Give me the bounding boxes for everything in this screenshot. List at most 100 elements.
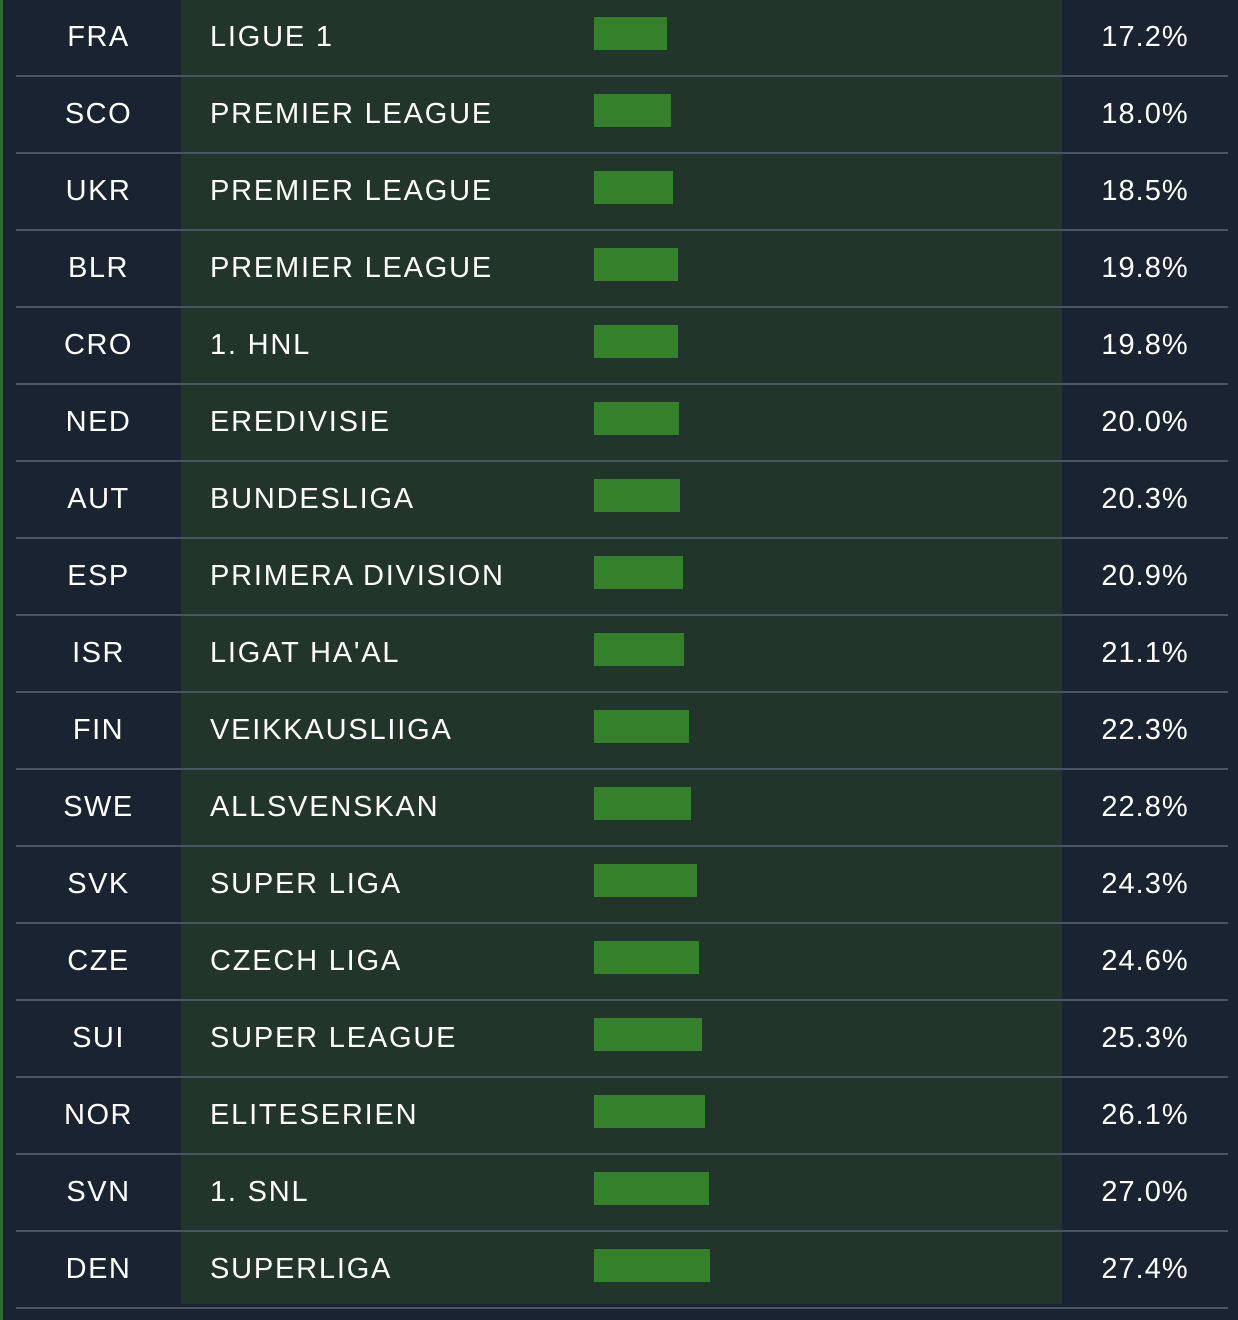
left-accent-line — [0, 0, 3, 1320]
table-row: NOR ELITESERIEN 26.1% — [0, 1078, 1238, 1155]
percentage-label: 27.0% — [1101, 1176, 1189, 1208]
row-divider — [16, 1153, 1228, 1155]
row-divider — [16, 1307, 1228, 1309]
percentage-label: 19.8% — [1101, 252, 1189, 284]
table-row: NED EREDIVISIE 20.0% — [0, 385, 1238, 462]
table-row: FIN VEIKKAUSLIIGA 22.3% — [0, 693, 1238, 770]
country-code: FIN — [72, 714, 125, 746]
table-row: SVN 1. SNL 27.0% — [0, 1155, 1238, 1232]
table-row: SCO PREMIER LEAGUE 18.0% — [0, 77, 1238, 154]
country-code: SCO — [64, 98, 133, 130]
value-bar — [594, 1018, 702, 1051]
percentage-label: 18.5% — [1101, 175, 1189, 207]
value-bar — [594, 787, 691, 820]
row-divider — [16, 152, 1228, 154]
row-divider — [16, 306, 1228, 308]
league-name: LIGAT HA'AL — [210, 637, 401, 669]
country-code: ESP — [67, 560, 130, 592]
value-bar — [594, 479, 680, 512]
table-row: DEN SUPERLIGA 27.4% — [0, 1232, 1238, 1309]
row-divider — [16, 1230, 1228, 1232]
value-bar — [594, 402, 679, 435]
country-code: CZE — [67, 945, 130, 977]
country-code: AUT — [67, 483, 130, 515]
row-divider — [16, 845, 1228, 847]
row-divider — [16, 768, 1228, 770]
table-row: ESP PRIMERA DIVISION 20.9% — [0, 539, 1238, 616]
percentage-label: 25.3% — [1101, 1022, 1189, 1054]
value-bar — [594, 17, 667, 50]
value-bar — [594, 633, 684, 666]
percentage-label: 20.3% — [1101, 483, 1189, 515]
league-name: ELITESERIEN — [210, 1099, 419, 1131]
row-divider — [16, 1076, 1228, 1078]
percentage-label: 22.8% — [1101, 791, 1189, 823]
value-bar — [594, 710, 689, 743]
table-row: BLR PREMIER LEAGUE 19.8% — [0, 231, 1238, 308]
league-name: BUNDESLIGA — [210, 483, 415, 515]
row-divider — [16, 383, 1228, 385]
country-code: ISR — [72, 637, 125, 669]
table-row: UKR PREMIER LEAGUE 18.5% — [0, 154, 1238, 231]
value-bar — [594, 325, 678, 358]
country-code: BLR — [68, 252, 129, 284]
league-name: EREDIVISIE — [210, 406, 391, 438]
country-code: DEN — [65, 1253, 132, 1285]
country-code: NOR — [64, 1099, 133, 1131]
row-divider — [16, 999, 1228, 1001]
league-name: 1. SNL — [210, 1176, 310, 1208]
table-row: CRO 1. HNL 19.8% — [0, 308, 1238, 385]
table-row: AUT BUNDESLIGA 20.3% — [0, 462, 1238, 539]
value-bar — [594, 1172, 709, 1205]
value-bar — [594, 941, 699, 974]
country-code: UKR — [65, 175, 132, 207]
row-divider — [16, 537, 1228, 539]
row-divider — [16, 75, 1228, 77]
country-code: SVK — [67, 868, 130, 900]
percentage-label: 20.0% — [1101, 406, 1189, 438]
row-divider — [16, 691, 1228, 693]
percentage-label: 24.6% — [1101, 945, 1189, 977]
percentage-label: 22.3% — [1101, 714, 1189, 746]
percentage-label: 20.9% — [1101, 560, 1189, 592]
league-name: SUPER LIGA — [210, 868, 403, 900]
value-bar — [594, 171, 673, 204]
league-name: PRIMERA DIVISION — [210, 560, 505, 592]
percentage-label: 19.8% — [1101, 329, 1189, 361]
value-bar — [594, 248, 678, 281]
table-row: FRA LIGUE 1 17.2% — [0, 0, 1238, 77]
percentage-label: 18.0% — [1101, 98, 1189, 130]
league-name: SUPER LEAGUE — [210, 1022, 458, 1054]
percentage-label: 26.1% — [1101, 1099, 1189, 1131]
percentage-label: 21.1% — [1101, 637, 1189, 669]
table-row: SWE ALLSVENSKAN 22.8% — [0, 770, 1238, 847]
league-name: PREMIER LEAGUE — [210, 175, 494, 207]
percentage-label: 24.3% — [1101, 868, 1189, 900]
value-bar — [594, 864, 697, 897]
country-code: NED — [65, 406, 132, 438]
country-code: CRO — [64, 329, 133, 361]
table-row: SUI SUPER LEAGUE 25.3% — [0, 1001, 1238, 1078]
table-row: CZE CZECH LIGA 24.6% — [0, 924, 1238, 1001]
league-name: VEIKKAUSLIIGA — [210, 714, 453, 746]
percentage-label: 27.4% — [1101, 1253, 1189, 1285]
league-name: LIGUE 1 — [210, 21, 334, 53]
value-bar — [594, 1249, 710, 1282]
league-name: SUPERLIGA — [210, 1253, 393, 1285]
percentage-label: 17.2% — [1101, 21, 1189, 53]
table-row: ISR LIGAT HA'AL 21.1% — [0, 616, 1238, 693]
country-code: SUI — [72, 1022, 125, 1054]
row-divider — [16, 614, 1228, 616]
table-row: SVK SUPER LIGA 24.3% — [0, 847, 1238, 924]
league-name: ALLSVENSKAN — [210, 791, 440, 823]
league-name: PREMIER LEAGUE — [210, 98, 494, 130]
league-name: 1. HNL — [210, 329, 312, 361]
value-bar — [594, 94, 671, 127]
row-divider — [16, 460, 1228, 462]
league-name: PREMIER LEAGUE — [210, 252, 494, 284]
value-bar — [594, 556, 683, 589]
row-divider — [16, 922, 1228, 924]
country-code: SVN — [66, 1176, 131, 1208]
